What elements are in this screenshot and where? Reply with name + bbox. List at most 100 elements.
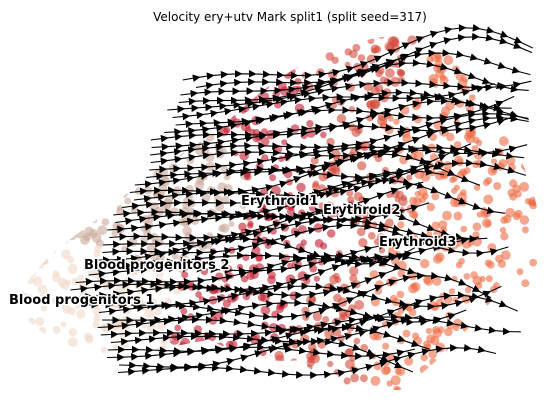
cell-point (229, 114, 237, 122)
cell-point (22, 57, 32, 67)
cell-point (409, 196, 418, 206)
cell-point (30, 190, 39, 199)
cell-point (101, 218, 110, 226)
cell-point (170, 332, 179, 341)
cell-point (101, 121, 110, 130)
cell-point (472, 382, 481, 391)
cell-point (52, 325, 61, 334)
cell-point (117, 88, 127, 98)
cell-point (29, 195, 40, 205)
cell-point (519, 386, 529, 391)
cell-point (485, 275, 493, 283)
cell-point (116, 79, 127, 90)
cell-point (312, 180, 320, 188)
cell-point (123, 145, 131, 152)
cluster-label-erythroid3: Erythroid3 (379, 235, 456, 250)
cell-point (113, 78, 123, 87)
cell-point (121, 73, 129, 81)
cell-point (483, 91, 491, 99)
cell-point (235, 89, 243, 97)
cell-point (79, 107, 88, 115)
cell-point (481, 34, 491, 44)
cell-point (448, 288, 456, 295)
cell-point (25, 40, 34, 49)
cell-point (316, 37, 323, 44)
cell-point (279, 300, 288, 309)
cell-point (53, 84, 61, 92)
cell-point (488, 94, 498, 104)
cell-point (18, 245, 25, 254)
cell-point (65, 376, 72, 384)
cell-point (56, 232, 67, 242)
cell-point (314, 389, 322, 391)
cluster-label-erythroid2: Erythroid2 (323, 203, 400, 218)
cell-point (528, 291, 535, 298)
cell-point (181, 380, 190, 389)
cell-point (237, 367, 245, 375)
cell-point (282, 254, 290, 262)
cell-point (396, 290, 405, 299)
cell-point (420, 171, 431, 182)
cell-point (390, 76, 401, 87)
cell-point (91, 383, 102, 391)
cell-point (42, 162, 51, 171)
cell-point (54, 228, 62, 236)
cell-point (31, 385, 41, 391)
cell-point (20, 199, 30, 210)
cell-point (116, 118, 126, 128)
cell-point (193, 325, 202, 334)
cell-point (470, 37, 477, 44)
cell-point (62, 236, 70, 244)
cell-point (24, 221, 35, 231)
cell-point (52, 122, 60, 130)
cell-point (499, 389, 506, 391)
cell-point (129, 119, 140, 130)
cell-point (404, 356, 414, 366)
cell-point (18, 91, 20, 99)
cell-point (453, 141, 462, 149)
cell-point (125, 102, 134, 111)
cell-point (369, 99, 380, 110)
cell-point (496, 309, 505, 318)
cell-point (420, 353, 428, 362)
cell-point (334, 276, 342, 284)
cell-point (444, 383, 453, 391)
cell-point (418, 388, 425, 391)
cell-point (49, 49, 58, 58)
cell-point (32, 276, 43, 287)
cell-point (495, 370, 503, 377)
cell-point (517, 313, 525, 320)
cell-point (27, 269, 36, 278)
cell-point (483, 194, 494, 205)
cell-point (37, 198, 47, 208)
cell-point (228, 80, 236, 89)
cell-point (530, 71, 537, 79)
cell-point (118, 39, 126, 47)
cell-point (181, 376, 190, 385)
cell-point (52, 94, 60, 103)
cell-point (331, 149, 341, 160)
cell-point (34, 165, 41, 172)
cell-point (439, 74, 447, 81)
cell-point (97, 96, 105, 104)
cell-point (81, 64, 90, 73)
cell-point (350, 373, 359, 383)
cell-point (158, 115, 168, 125)
cell-point (130, 41, 138, 49)
cell-point (55, 86, 65, 96)
cell-point (18, 81, 21, 88)
cell-point (493, 282, 500, 289)
cell-point (174, 324, 182, 332)
cell-point (419, 384, 428, 391)
cell-point (60, 280, 70, 290)
cell-point (453, 211, 463, 221)
cell-point (455, 362, 463, 371)
cell-point (408, 283, 418, 294)
cell-point (173, 287, 181, 295)
cell-point (36, 139, 47, 149)
cell-point (186, 121, 194, 129)
cell-point (428, 389, 437, 391)
cell-point (85, 155, 92, 162)
cell-point (443, 367, 452, 376)
cell-point (196, 177, 205, 185)
